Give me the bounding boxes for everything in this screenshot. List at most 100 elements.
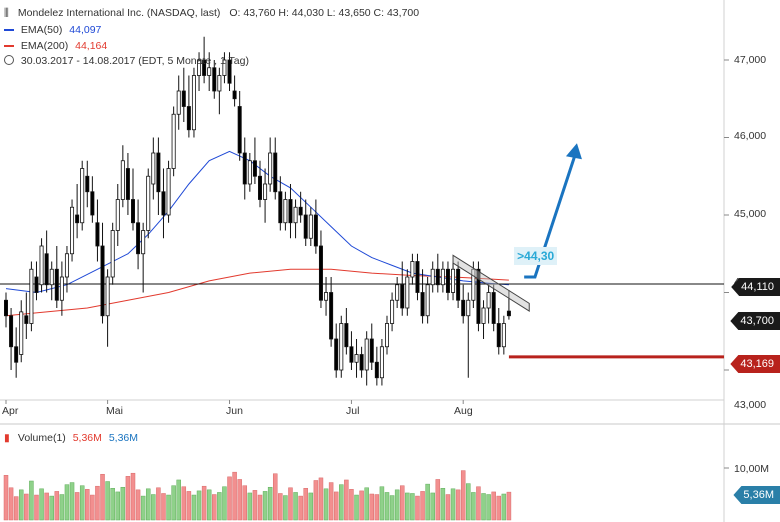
legend-ema50[interactable]: EMA(50) 44,097 — [4, 24, 101, 37]
volume-bar — [435, 479, 441, 521]
candle-body — [212, 67, 217, 92]
candle-body — [329, 292, 334, 340]
candle-body — [445, 268, 450, 293]
ema50-value: 44,097 — [69, 24, 102, 36]
candle-body — [44, 253, 49, 286]
candle-body — [171, 113, 176, 169]
candle-body — [506, 310, 511, 317]
volume-bar — [252, 490, 258, 521]
candle-body — [141, 230, 146, 255]
candle-body — [400, 284, 405, 309]
volume-bar — [455, 489, 461, 521]
candle-body — [166, 168, 171, 216]
x-tick-apr: Apr — [2, 405, 19, 417]
candle-body — [181, 90, 186, 107]
volume-bar — [410, 493, 415, 521]
volume-bar — [151, 494, 156, 521]
volume-bar — [471, 492, 476, 521]
candle-body — [4, 299, 9, 317]
volume-value-red: 5,36M — [72, 432, 102, 444]
volume-bar — [267, 486, 273, 521]
volume-bar — [303, 488, 308, 521]
volume-bar — [359, 490, 364, 521]
volume-bar — [262, 491, 268, 521]
target-arrow-line — [524, 154, 577, 279]
x-tick-jun: Jun — [226, 405, 243, 417]
volume-bar — [364, 487, 369, 521]
volume-bar — [445, 494, 451, 521]
volume-bar — [501, 493, 507, 521]
volume-bar — [318, 477, 324, 521]
volume-bar — [328, 482, 334, 521]
volume-bar — [420, 491, 425, 521]
candle-body — [202, 59, 207, 76]
volume-bar — [389, 495, 395, 521]
candle-body — [252, 160, 257, 177]
candle-body — [369, 338, 374, 363]
candle-body — [273, 152, 278, 193]
volume-bar — [379, 486, 385, 521]
volume-bar — [339, 484, 344, 521]
trend-channel — [452, 254, 530, 313]
candle-body — [501, 323, 506, 348]
volume-bar — [496, 495, 502, 521]
candle-body — [90, 191, 95, 216]
candle-body — [486, 292, 491, 309]
volume-bar — [79, 485, 85, 521]
candle-body — [125, 168, 130, 200]
candle-body — [288, 199, 293, 224]
candle-body — [293, 206, 298, 224]
volume-bar — [212, 494, 217, 521]
ema50-swatch — [4, 29, 14, 32]
candle-body — [29, 268, 34, 324]
volume-bar — [105, 481, 110, 521]
candle-body — [100, 245, 105, 317]
candle-body — [49, 268, 54, 286]
volume-bar — [100, 473, 105, 521]
candle-body — [237, 106, 242, 154]
legend-ema200[interactable]: EMA(200) 44,164 — [4, 40, 107, 53]
candle-body — [85, 175, 90, 193]
candle-body — [80, 168, 85, 224]
volume-value-blue: 5,36M — [108, 432, 138, 444]
volume-bar — [69, 482, 75, 521]
candle-body — [247, 160, 252, 185]
volume-tick-10m: 10,00M — [734, 463, 770, 475]
volume-bar — [298, 495, 303, 521]
volume-bar — [156, 487, 161, 521]
candle-body — [374, 361, 379, 379]
volume-bar — [54, 491, 60, 521]
volume-bar — [166, 494, 171, 521]
candle-body — [176, 90, 181, 115]
volume-bar — [191, 494, 197, 521]
candle-body — [268, 152, 273, 185]
volume-bar — [125, 476, 131, 521]
candle-body — [197, 59, 202, 76]
volume-bar — [333, 491, 339, 521]
volume-bar — [85, 489, 90, 521]
candle-body — [120, 160, 125, 200]
candle-body — [263, 183, 268, 200]
candle-body — [232, 90, 237, 100]
volume-bar — [349, 489, 354, 521]
volume-bar — [135, 489, 141, 521]
candle-body — [130, 199, 135, 224]
volume-badge: 5,36M — [733, 486, 780, 504]
candle-body — [359, 354, 364, 371]
candle-body — [308, 214, 313, 239]
candle-body — [54, 268, 59, 301]
volume-bar — [460, 470, 466, 521]
volume-bar — [206, 489, 212, 521]
volume-bar — [110, 488, 115, 521]
candle-body — [451, 268, 456, 293]
price-tick-47000: 47,000 — [734, 54, 767, 66]
candle-body — [156, 152, 161, 193]
volume-bar — [34, 494, 39, 521]
volume-bar — [13, 496, 19, 521]
volume-bar — [44, 492, 49, 521]
volume-legend[interactable]: ▮ Volume(1) 5,36M 5,36M — [4, 432, 138, 445]
volume-bar — [344, 479, 349, 521]
bar-chart-icon: ⫼ — [4, 7, 9, 19]
resistance-price-badge: 44,110 — [731, 278, 780, 296]
